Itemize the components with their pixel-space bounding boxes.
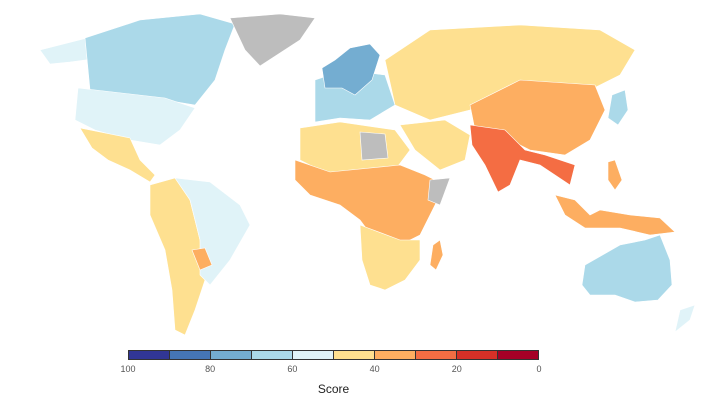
world-choropleth-map — [39, 13, 696, 336]
legend-tick-label: 20 — [451, 364, 462, 374]
region-indonesia — [554, 194, 676, 236]
legend-title: Score — [317, 382, 350, 396]
region-no-data-horn — [427, 177, 451, 206]
region-australia — [581, 234, 673, 303]
region-india-se-asia — [469, 124, 576, 193]
region-mexico-central-america — [79, 127, 156, 183]
region-philippines — [607, 159, 623, 191]
legend-bin-8 — [457, 351, 498, 359]
legend-bin-6 — [375, 351, 416, 359]
legend-bin-7 — [416, 351, 457, 359]
legend-tick-label: 100 — [120, 364, 136, 374]
region-northern-europe — [321, 43, 381, 96]
legend-color-bar — [128, 350, 539, 360]
region-japan — [607, 89, 629, 126]
region-middle-east — [399, 119, 471, 171]
region-greenland — [229, 13, 316, 67]
region-no-data-libya — [359, 131, 389, 161]
legend-tick-label: 40 — [369, 364, 380, 374]
legend-ticks: 100 80 60 40 20 0 — [120, 364, 542, 378]
legend-bin-3 — [252, 351, 293, 359]
legend-bin-0 — [129, 351, 170, 359]
region-paraguay — [191, 247, 213, 271]
region-madagascar — [429, 239, 444, 271]
region-brazil — [174, 177, 251, 286]
legend-bin-2 — [211, 351, 252, 359]
region-southern-africa — [359, 224, 421, 291]
color-legend: 100 80 60 40 20 0 Score — [120, 350, 542, 396]
legend-tick-label: 60 — [287, 364, 298, 374]
legend-tick-label: 80 — [205, 364, 216, 374]
region-new-zealand — [674, 304, 696, 333]
region-russia-central-asia — [384, 24, 636, 121]
legend-tick-label: 0 — [536, 364, 542, 374]
legend-bin-4 — [293, 351, 334, 359]
legend-bin-1 — [170, 351, 211, 359]
legend-bin-5 — [334, 351, 375, 359]
legend-bin-9 — [498, 351, 538, 359]
region-usa — [74, 87, 196, 146]
